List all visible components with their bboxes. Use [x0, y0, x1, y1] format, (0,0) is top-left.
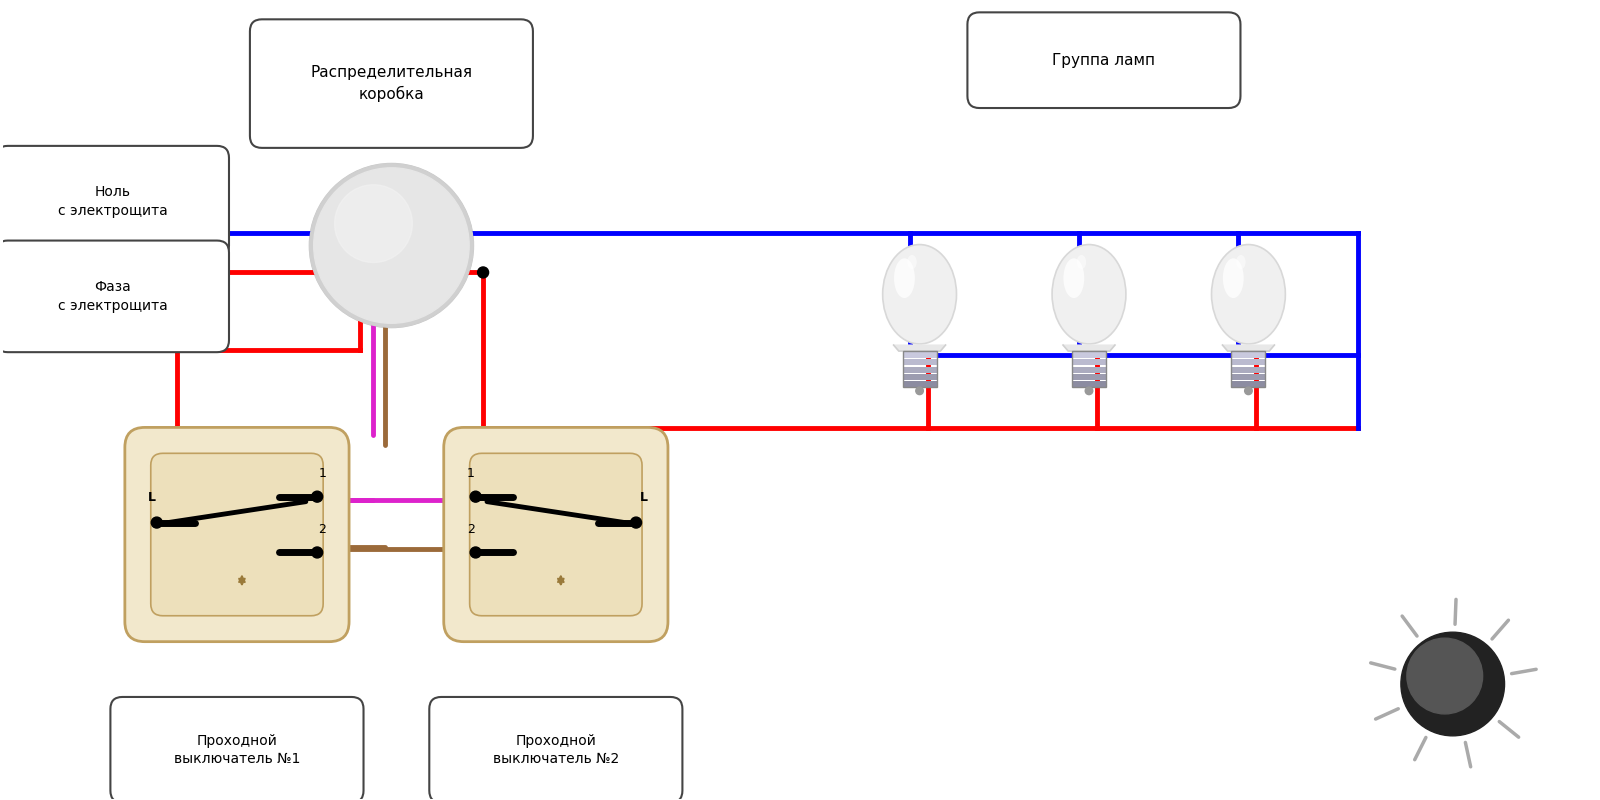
Text: Проходной
выключатель №1: Проходной выключатель №1	[174, 734, 301, 766]
Text: L: L	[640, 490, 648, 504]
Bar	[1232, 352, 1266, 358]
Circle shape	[342, 227, 354, 238]
Ellipse shape	[1053, 245, 1126, 344]
Bar	[1232, 366, 1266, 373]
Bar	[902, 352, 936, 358]
Ellipse shape	[1222, 258, 1243, 298]
Bar	[1232, 359, 1266, 366]
Circle shape	[1406, 638, 1483, 714]
Ellipse shape	[1077, 255, 1086, 269]
Bar	[1072, 352, 1106, 358]
Bar	[1072, 374, 1106, 380]
Circle shape	[1085, 387, 1093, 394]
Circle shape	[312, 547, 323, 558]
Circle shape	[310, 164, 474, 327]
Circle shape	[312, 491, 323, 502]
FancyBboxPatch shape	[968, 12, 1240, 108]
Text: 1: 1	[318, 466, 326, 480]
Bar	[1072, 381, 1106, 387]
Circle shape	[354, 267, 365, 278]
Polygon shape	[893, 345, 946, 351]
Circle shape	[334, 185, 413, 262]
Text: 2: 2	[467, 522, 475, 535]
Text: Ноль
с электрощита: Ноль с электрощита	[58, 186, 168, 218]
FancyBboxPatch shape	[0, 146, 229, 258]
Text: 1: 1	[467, 466, 475, 480]
FancyBboxPatch shape	[429, 697, 683, 800]
Circle shape	[368, 270, 379, 281]
Bar	[902, 374, 936, 380]
Polygon shape	[1062, 345, 1115, 351]
FancyBboxPatch shape	[250, 19, 533, 148]
Circle shape	[915, 387, 923, 394]
Circle shape	[379, 277, 390, 288]
FancyBboxPatch shape	[0, 241, 229, 352]
Bar	[902, 381, 936, 387]
Circle shape	[152, 517, 162, 528]
Ellipse shape	[883, 245, 957, 344]
Ellipse shape	[1237, 255, 1245, 269]
Bar	[1232, 374, 1266, 380]
Circle shape	[1245, 387, 1253, 394]
Bar	[902, 359, 936, 366]
Circle shape	[314, 168, 469, 323]
Ellipse shape	[1064, 258, 1085, 298]
FancyBboxPatch shape	[125, 427, 349, 642]
FancyBboxPatch shape	[470, 454, 642, 616]
FancyBboxPatch shape	[443, 427, 667, 642]
Circle shape	[470, 491, 482, 502]
Circle shape	[630, 517, 642, 528]
Circle shape	[1402, 632, 1504, 736]
Circle shape	[328, 183, 414, 268]
Ellipse shape	[907, 255, 917, 269]
Bar	[1072, 359, 1106, 366]
Bar	[1072, 366, 1106, 373]
Ellipse shape	[1211, 245, 1285, 344]
Bar	[1232, 381, 1266, 387]
Circle shape	[470, 547, 482, 558]
Text: Распределительная
коробка: Распределительная коробка	[310, 66, 472, 102]
Polygon shape	[1222, 345, 1275, 351]
Circle shape	[310, 164, 474, 327]
Text: Фаза
с электрощита: Фаза с электрощита	[58, 280, 168, 313]
Text: Группа ламп: Группа ламп	[1053, 53, 1155, 68]
Text: Проходной
выключатель №2: Проходной выключатель №2	[493, 734, 619, 766]
Text: L: L	[147, 490, 155, 504]
FancyBboxPatch shape	[110, 697, 363, 800]
Ellipse shape	[894, 258, 915, 298]
Circle shape	[314, 168, 469, 323]
Bar	[902, 366, 936, 373]
Text: 2: 2	[318, 522, 326, 535]
FancyBboxPatch shape	[150, 454, 323, 616]
Circle shape	[478, 267, 488, 278]
